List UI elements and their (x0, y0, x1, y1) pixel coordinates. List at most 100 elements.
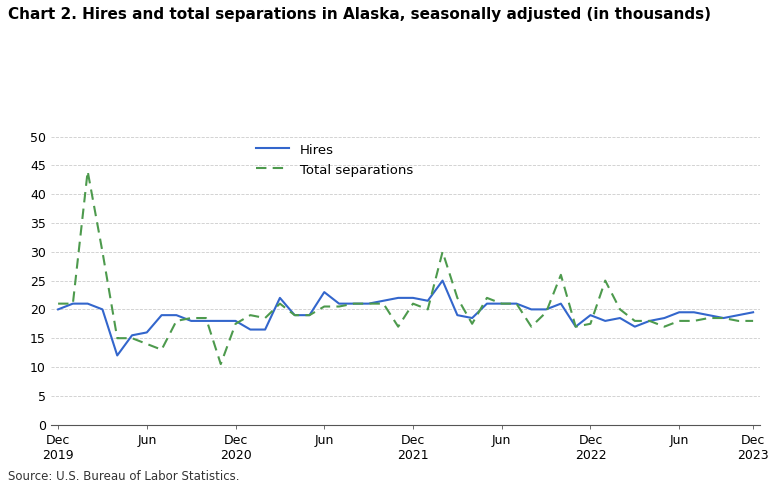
Hires (186, 318, 196, 324)
Hires (704, 312, 714, 318)
Hires (68, 301, 77, 306)
Total separations (556, 272, 566, 278)
Hires (586, 312, 595, 318)
Total separations (749, 318, 758, 324)
Hires (675, 309, 684, 315)
Hires (497, 301, 506, 306)
Total separations (379, 301, 388, 306)
Hires (275, 295, 285, 301)
Total separations (83, 168, 92, 174)
Hires (571, 324, 580, 329)
Total separations (231, 321, 240, 327)
Total separations (601, 278, 610, 284)
Total separations (571, 324, 580, 329)
Hires (749, 309, 758, 315)
Total separations (423, 306, 432, 312)
Hires (526, 306, 536, 312)
Hires (305, 312, 314, 318)
Legend: Hires, Total separations: Hires, Total separations (256, 143, 413, 177)
Total separations (615, 306, 625, 312)
Total separations (68, 301, 77, 306)
Hires (349, 301, 359, 306)
Total separations (467, 321, 477, 327)
Total separations (275, 301, 285, 306)
Total separations (675, 318, 684, 324)
Hires (364, 301, 374, 306)
Total separations (201, 315, 211, 321)
Total separations (452, 295, 462, 301)
Hires (83, 301, 92, 306)
Total separations (526, 324, 536, 329)
Hires (142, 329, 151, 335)
Total separations (335, 304, 344, 309)
Hires (231, 318, 240, 324)
Total separations (630, 318, 640, 324)
Total separations (497, 301, 506, 306)
Hires (601, 318, 610, 324)
Total separations (290, 312, 300, 318)
Total separations (660, 324, 669, 329)
Total separations (98, 249, 107, 255)
Total separations (734, 318, 743, 324)
Text: Chart 2. Hires and total separations in Alaska, seasonally adjusted (in thousand: Chart 2. Hires and total separations in … (8, 7, 711, 22)
Hires (53, 306, 62, 312)
Hires (556, 301, 566, 306)
Hires (467, 315, 477, 321)
Total separations (438, 249, 447, 255)
Hires (379, 298, 388, 304)
Total separations (690, 318, 699, 324)
Total separations (349, 301, 359, 306)
Total separations (320, 304, 329, 309)
Hires (216, 318, 225, 324)
Hires (482, 301, 491, 306)
Total separations (645, 318, 654, 324)
Line: Total separations: Total separations (58, 171, 753, 364)
Total separations (112, 335, 122, 341)
Hires (157, 312, 166, 318)
Hires (452, 312, 462, 318)
Total separations (157, 347, 166, 353)
Hires (127, 332, 136, 338)
Hires (201, 318, 211, 324)
Hires (719, 315, 729, 321)
Total separations (246, 312, 255, 318)
Total separations (512, 301, 521, 306)
Total separations (261, 315, 270, 321)
Hires (246, 326, 255, 332)
Hires (541, 306, 551, 312)
Hires (394, 295, 403, 301)
Hires (645, 318, 654, 324)
Hires (423, 298, 432, 304)
Hires (261, 326, 270, 332)
Hires (734, 312, 743, 318)
Total separations (305, 312, 314, 318)
Total separations (127, 335, 136, 341)
Hires (615, 315, 625, 321)
Total separations (186, 315, 196, 321)
Total separations (53, 301, 62, 306)
Hires (660, 315, 669, 321)
Total separations (172, 318, 181, 324)
Line: Hires: Hires (58, 281, 753, 355)
Hires (408, 295, 417, 301)
Total separations (482, 295, 491, 301)
Total separations (704, 315, 714, 321)
Total separations (142, 341, 151, 347)
Hires (630, 324, 640, 329)
Hires (690, 309, 699, 315)
Hires (438, 278, 447, 284)
Total separations (719, 315, 729, 321)
Total separations (216, 361, 225, 367)
Total separations (586, 321, 595, 327)
Hires (290, 312, 300, 318)
Hires (335, 301, 344, 306)
Hires (320, 289, 329, 295)
Hires (172, 312, 181, 318)
Total separations (408, 301, 417, 306)
Total separations (394, 324, 403, 329)
Hires (112, 352, 122, 358)
Hires (512, 301, 521, 306)
Total separations (364, 301, 374, 306)
Text: Source: U.S. Bureau of Labor Statistics.: Source: U.S. Bureau of Labor Statistics. (8, 470, 239, 483)
Total separations (541, 309, 551, 315)
